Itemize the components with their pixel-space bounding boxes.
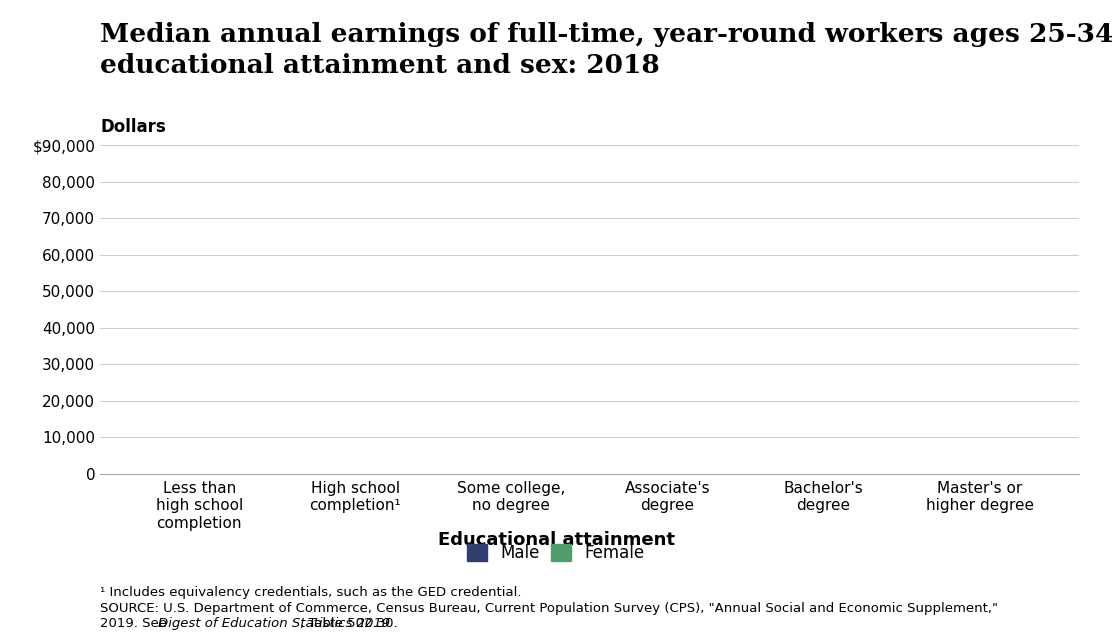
Text: SOURCE: U.S. Department of Commerce, Census Bureau, Current Population Survey (C: SOURCE: U.S. Department of Commerce, Cen… bbox=[100, 602, 999, 615]
Text: , Table 502.30.: , Table 502.30. bbox=[300, 617, 398, 630]
Text: Digest of Education Statistics 2019: Digest of Education Statistics 2019 bbox=[158, 617, 390, 630]
Text: Dollars: Dollars bbox=[100, 118, 166, 136]
Text: ¹ Includes equivalency credentials, such as the GED credential.: ¹ Includes equivalency credentials, such… bbox=[100, 586, 522, 600]
Text: 2019. See: 2019. See bbox=[100, 617, 171, 630]
Legend: Male, Female: Male, Female bbox=[463, 538, 649, 567]
Text: Educational attainment: Educational attainment bbox=[437, 532, 675, 549]
Text: Median annual earnings of full-time, year-round workers ages 25-34, by
education: Median annual earnings of full-time, yea… bbox=[100, 22, 1112, 78]
